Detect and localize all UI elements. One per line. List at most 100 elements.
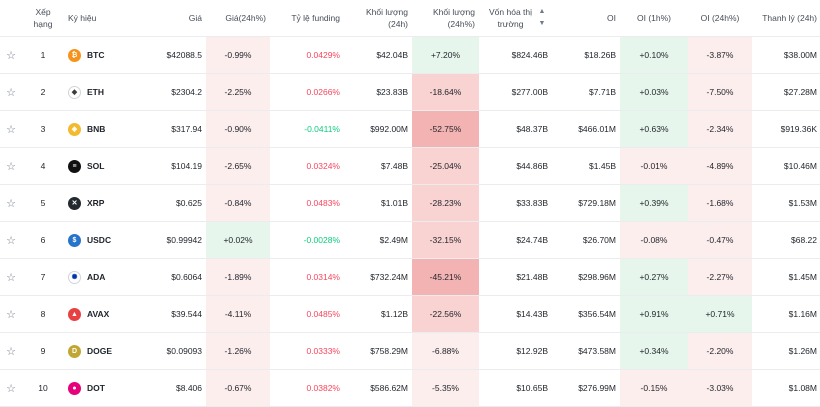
header-rank[interactable]: Xếp hạng — [22, 0, 64, 37]
funding-cell: -0.0028% — [270, 221, 344, 259]
favorite-star-icon[interactable]: ☆ — [0, 110, 22, 148]
favorite-star-icon[interactable]: ☆ — [0, 73, 22, 111]
header-symbol[interactable]: Ký hiệu — [64, 0, 144, 37]
header-liquidation[interactable]: Thanh lý (24h) — [752, 0, 820, 37]
header-volume-change[interactable]: Khối lượng (24h%) — [412, 0, 479, 37]
price-cell: $317.94 — [144, 110, 206, 148]
market-cap-cell: $277.00B — [479, 73, 552, 111]
rank-cell: 10 — [22, 369, 64, 407]
table-header-row: Xếp hạng Ký hiệu Giá Giá(24h%) Tỷ lệ fun… — [0, 0, 820, 37]
liquidation-cell: $68.22 — [752, 221, 820, 259]
oi-1h-cell: +0.03% — [620, 73, 688, 111]
symbol-label: AVAX — [87, 309, 110, 319]
table-row[interactable]: ☆ 1 ₿ BTC $42088.5 -0.99% 0.0429% $42.04… — [0, 36, 820, 74]
header-oi-24h[interactable]: OI (24h%) — [688, 0, 752, 37]
price-change-cell: -4.11% — [206, 295, 270, 333]
symbol-cell[interactable]: $ USDC — [64, 221, 144, 259]
price-change-cell: -1.89% — [206, 258, 270, 296]
oi-1h-cell: +0.10% — [620, 36, 688, 74]
favorite-star-icon[interactable]: ☆ — [0, 332, 22, 370]
funding-cell: 0.0266% — [270, 73, 344, 111]
volume-change-cell: -6.88% — [412, 332, 479, 370]
liquidation-cell: $10.46M — [752, 147, 820, 185]
volume-cell: $23.83B — [344, 73, 412, 111]
favorite-star-icon[interactable]: ☆ — [0, 184, 22, 222]
table-row[interactable]: ☆ 5 ✕ XRP $0.625 -0.84% 0.0483% $1.01B -… — [0, 184, 820, 222]
symbol-cell[interactable]: ◈ BNB — [64, 110, 144, 148]
symbol-cell[interactable]: ▲ AVAX — [64, 295, 144, 333]
volume-change-cell: -45.21% — [412, 258, 479, 296]
symbol-cell[interactable]: ✕ XRP — [64, 184, 144, 222]
volume-cell: $7.48B — [344, 147, 412, 185]
oi-24h-cell: -2.27% — [688, 258, 752, 296]
favorite-star-icon[interactable]: ☆ — [0, 369, 22, 407]
market-cap-cell: $33.83B — [479, 184, 552, 222]
favorite-star-icon[interactable]: ☆ — [0, 36, 22, 74]
volume-cell: $1.12B — [344, 295, 412, 333]
oi-24h-cell: -3.87% — [688, 36, 752, 74]
table-row[interactable]: ☆ 9 D DOGE $0.09093 -1.26% 0.0333% $758.… — [0, 332, 820, 370]
funding-cell: -0.0411% — [270, 110, 344, 148]
favorite-star-icon[interactable]: ☆ — [0, 295, 22, 333]
oi-1h-cell: +0.27% — [620, 258, 688, 296]
volume-change-cell: -52.75% — [412, 110, 479, 148]
table-row[interactable]: ☆ 4 ≡ SOL $104.19 -2.65% 0.0324% $7.48B … — [0, 147, 820, 185]
header-price[interactable]: Giá — [144, 0, 206, 37]
symbol-cell[interactable]: ◆ ETH — [64, 73, 144, 111]
doge-icon: D — [68, 344, 81, 358]
market-cap-cell: $12.92B — [479, 332, 552, 370]
bnb-icon: ◈ — [68, 122, 81, 136]
market-cap-cell: $824.46B — [479, 36, 552, 74]
symbol-cell[interactable]: ₿ BTC — [64, 36, 144, 74]
header-market-cap[interactable]: Vốn hóa thị trường ▲ ▼ — [479, 0, 552, 37]
symbol-cell[interactable]: ● DOT — [64, 369, 144, 407]
table-row[interactable]: ☆ 2 ◆ ETH $2304.2 -2.25% 0.0266% $23.83B… — [0, 73, 820, 111]
oi-24h-cell: -2.20% — [688, 332, 752, 370]
table-row[interactable]: ☆ 10 ● DOT $8.406 -0.67% 0.0382% $586.62… — [0, 369, 820, 407]
header-volume[interactable]: Khối lượng (24h) — [344, 0, 412, 37]
symbol-label: XRP — [87, 198, 105, 208]
favorite-star-icon[interactable]: ☆ — [0, 221, 22, 259]
table-row[interactable]: ☆ 8 ▲ AVAX $39.544 -4.11% 0.0485% $1.12B… — [0, 295, 820, 333]
favorite-star-icon[interactable]: ☆ — [0, 258, 22, 296]
table-row[interactable]: ☆ 6 $ USDC $0.99942 +0.02% -0.0028% $2.4… — [0, 221, 820, 259]
symbol-label: BTC — [87, 50, 105, 60]
liquidation-cell: $1.26M — [752, 332, 820, 370]
rank-cell: 6 — [22, 221, 64, 259]
btc-icon: ₿ — [68, 48, 81, 62]
volume-change-cell: +7.20% — [412, 36, 479, 74]
oi-1h-cell: -0.08% — [620, 221, 688, 259]
price-change-cell: -1.26% — [206, 332, 270, 370]
oi-1h-cell: +0.63% — [620, 110, 688, 148]
symbol-cell[interactable]: D DOGE — [64, 332, 144, 370]
liquidation-cell: $919.36K — [752, 110, 820, 148]
rank-cell: 8 — [22, 295, 64, 333]
oi-cell: $473.58M — [552, 332, 620, 370]
rank-cell: 4 — [22, 147, 64, 185]
price-cell: $104.19 — [144, 147, 206, 185]
oi-24h-cell: -1.68% — [688, 184, 752, 222]
volume-cell: $42.04B — [344, 36, 412, 74]
symbol-label: ETH — [87, 87, 104, 97]
symbol-cell[interactable]: ✺ ADA — [64, 258, 144, 296]
funding-cell: 0.0483% — [270, 184, 344, 222]
symbol-label: SOL — [87, 161, 105, 171]
symbol-cell[interactable]: ≡ SOL — [64, 147, 144, 185]
rank-cell: 3 — [22, 110, 64, 148]
oi-cell: $7.71B — [552, 73, 620, 111]
volume-cell: $2.49M — [344, 221, 412, 259]
rank-cell: 7 — [22, 258, 64, 296]
price-cell: $8.406 — [144, 369, 206, 407]
header-oi[interactable]: OI — [552, 0, 620, 37]
table-row[interactable]: ☆ 7 ✺ ADA $0.6064 -1.89% 0.0314% $732.24… — [0, 258, 820, 296]
oi-cell: $298.96M — [552, 258, 620, 296]
header-funding[interactable]: Tỷ lệ funding — [270, 0, 344, 37]
favorite-star-icon[interactable]: ☆ — [0, 147, 22, 185]
header-market-cap-label: Vốn hóa thị trường — [489, 7, 533, 29]
table-row[interactable]: ☆ 3 ◈ BNB $317.94 -0.90% -0.0411% $992.0… — [0, 110, 820, 148]
oi-24h-cell: -3.03% — [688, 369, 752, 407]
oi-cell: $356.54M — [552, 295, 620, 333]
header-oi-1h[interactable]: OI (1h%) — [620, 0, 688, 37]
header-price-change[interactable]: Giá(24h%) — [206, 0, 270, 37]
volume-cell: $758.29M — [344, 332, 412, 370]
